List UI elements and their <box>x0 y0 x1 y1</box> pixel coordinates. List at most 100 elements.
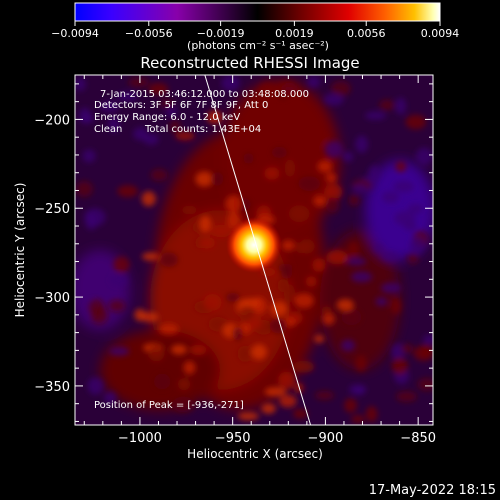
flare-peak <box>226 217 282 273</box>
texture-blob <box>232 326 243 341</box>
texture-blob <box>326 250 349 265</box>
texture-blob <box>321 306 332 316</box>
texture-blob <box>281 239 295 251</box>
texture-blob <box>160 99 174 109</box>
texture-blob <box>281 267 293 279</box>
texture-blob <box>264 387 287 397</box>
texture-blob <box>317 160 333 173</box>
texture-blob <box>221 75 240 92</box>
texture-blob <box>341 308 362 326</box>
texture-blob <box>347 241 360 258</box>
texture-blob <box>312 258 326 273</box>
plot-frame <box>74 74 434 426</box>
texture-blob <box>108 299 126 313</box>
texture-blob <box>313 195 327 207</box>
texture-blob <box>225 195 242 213</box>
annotation-time-range: 7-Jan-2015 03:46:12.000 to 03:48:08.000 <box>100 89 309 100</box>
texture-blob <box>368 165 381 182</box>
texture-blob <box>344 398 357 413</box>
texture-blob <box>330 80 351 97</box>
texture-blob <box>183 360 196 375</box>
texture-blob <box>278 371 296 390</box>
texture-blob <box>75 181 93 197</box>
texture-blob <box>165 105 178 117</box>
texture-blob <box>380 282 402 294</box>
texture-blob <box>298 176 321 192</box>
texture-blob <box>113 256 130 273</box>
texture-blob <box>417 378 433 391</box>
texture-blob <box>322 312 335 326</box>
texture-blob <box>413 345 433 361</box>
image-area <box>75 75 433 425</box>
texture-blob <box>379 99 395 111</box>
texture-blob <box>288 205 310 223</box>
texture-blob <box>415 147 433 166</box>
x-axis-label: Heliocentric X (arcsec) <box>187 447 323 461</box>
texture-blob <box>293 408 308 419</box>
x-axis-ticks: −1000 −950 −900 −850 <box>83 75 436 446</box>
texture-blob <box>148 82 169 96</box>
texture-blob <box>396 391 417 402</box>
texture-blob <box>395 97 407 115</box>
colorbar-tick-label: 0.0094 <box>421 27 460 40</box>
timestamp: 17-May-2022 18:15 <box>369 483 496 498</box>
texture-blob <box>172 396 195 413</box>
texture-blob <box>294 293 314 309</box>
colorbar-tick-label: 0.0056 <box>347 27 386 40</box>
texture-blob <box>109 274 129 287</box>
texture-blob <box>99 101 120 112</box>
x-tick-label: −900 <box>308 431 344 446</box>
texture-blob <box>340 339 356 352</box>
texture-blob <box>365 406 378 423</box>
texture-blob <box>134 308 146 322</box>
texture-blob <box>237 412 259 421</box>
annotation-total-counts: Total counts: 1.43E+04 <box>144 124 261 135</box>
annotation-method: Clean <box>94 124 122 135</box>
annotation-peak-position: Position of Peak = [-936,-271] <box>94 400 244 411</box>
texture-blob <box>271 146 288 159</box>
texture-blob <box>381 251 399 261</box>
texture-blob <box>295 242 307 254</box>
y-axis-label: Heliocentric Y (arcsec) <box>13 183 27 318</box>
texture-blob <box>351 271 373 283</box>
texture-blob <box>353 386 365 395</box>
texture-blob <box>195 171 214 187</box>
texture-blob <box>346 257 367 266</box>
texture-blob <box>323 93 344 106</box>
texture-blob <box>279 394 297 408</box>
emission-texture <box>75 75 433 424</box>
texture-blob <box>198 237 216 249</box>
texture-blob <box>355 135 369 153</box>
y-tick-label: −350 <box>34 380 70 395</box>
texture-blob <box>85 212 98 230</box>
texture-blob <box>373 243 384 253</box>
texture-blob <box>141 191 156 207</box>
texture-blob <box>264 167 280 180</box>
texture-blob <box>351 415 365 424</box>
colorbar-tick-label: −0.0056 <box>125 27 173 40</box>
texture-blob <box>325 172 337 183</box>
texture-blob <box>158 323 179 335</box>
texture-blob <box>128 77 150 88</box>
texture-blob <box>381 191 400 204</box>
texture-blob <box>117 91 138 102</box>
texture-blob <box>355 355 367 372</box>
colorbar-tick-label: 0.0019 <box>275 27 314 40</box>
texture-blob <box>238 305 255 321</box>
texture-blob <box>169 119 181 133</box>
texture-blob <box>409 237 425 254</box>
texture-blob <box>177 378 191 391</box>
y-tick-label: −250 <box>34 202 70 217</box>
texture-blob <box>390 297 402 315</box>
x-tick-label: −950 <box>215 431 251 446</box>
texture-blob <box>87 298 105 317</box>
texture-blob <box>208 316 228 332</box>
texture-blob <box>108 116 120 133</box>
texture-blob <box>153 373 171 390</box>
texture-blob <box>148 344 165 362</box>
texture-blob <box>175 131 195 141</box>
texture-blob <box>181 205 197 215</box>
texture-blob <box>203 294 222 311</box>
texture-blob <box>293 382 305 394</box>
texture-blob <box>423 334 433 345</box>
